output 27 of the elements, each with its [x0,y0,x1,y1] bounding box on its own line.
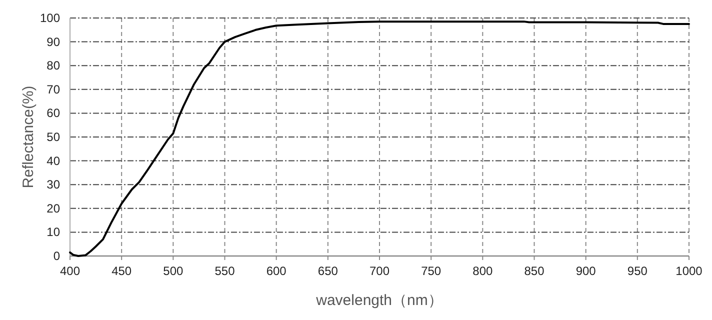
y-tick-label: 30 [46,178,60,192]
x-tick-label: 600 [266,264,287,278]
y-tick-label: 40 [46,154,60,168]
x-tick-label: 1000 [676,264,703,278]
y-tick-label: 60 [46,106,60,120]
x-tick-label: 400 [60,264,80,278]
y-tick-label: 80 [46,58,60,73]
line-series [69,20,690,257]
x-tick-label: 500 [163,264,184,278]
x-tick-label: 700 [369,264,390,278]
x-tick-label: 550 [214,264,236,278]
x-tick-label: 800 [472,264,493,278]
y-tick-label: 90 [46,34,60,49]
x-axis-title: wavelength（nm） [315,292,443,309]
x-tick-label: 650 [318,264,338,278]
x-tick-label: 450 [112,264,132,278]
y-tick-label: 70 [46,82,60,96]
y-tick-label: 50 [46,130,60,144]
x-tick-label: 900 [576,264,596,278]
y-tick-label: 100 [40,11,60,25]
y-tick-label: 0 [53,249,60,263]
y-tick-label: 20 [46,201,60,216]
y-axis-title: Reflectance(%) [20,86,37,188]
x-tick-label: 950 [627,264,648,278]
y-tick-label: 10 [46,225,60,240]
x-tick-label: 850 [524,264,545,278]
x-tick-label: 750 [421,264,442,278]
